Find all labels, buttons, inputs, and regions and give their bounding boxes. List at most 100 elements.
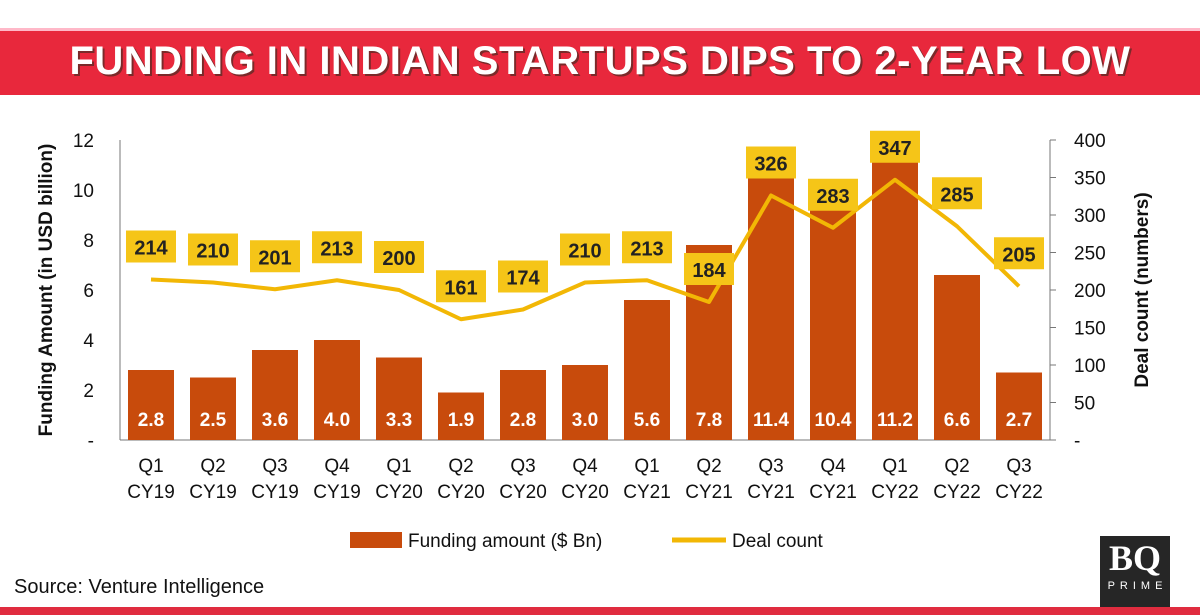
deal-count-label-box xyxy=(808,178,858,211)
bar xyxy=(500,370,546,440)
deal-count-label-box xyxy=(498,260,548,293)
deal-count-label: 161 xyxy=(444,277,477,299)
bar-value-label: 10.4 xyxy=(815,410,852,431)
source-note: Source: Venture Intelligence xyxy=(14,576,265,598)
y-right-tick-label: 200 xyxy=(1074,281,1106,302)
x-tick-label-year: CY20 xyxy=(499,482,547,503)
bar-value-label: 7.8 xyxy=(696,410,722,431)
bar-value-label: 2.8 xyxy=(138,410,164,431)
bar xyxy=(314,340,360,440)
bar xyxy=(934,275,980,440)
bottom-bar xyxy=(0,607,1200,615)
bq-prime-logo: BQ PRIME xyxy=(1100,536,1170,608)
y-tick-label: 2 xyxy=(83,381,94,402)
deal-count-label-box xyxy=(994,237,1044,270)
deal-count-label: 184 xyxy=(692,260,726,282)
y-right-tick-label: 300 xyxy=(1074,206,1106,227)
bar xyxy=(128,370,174,440)
deal-count-label: 210 xyxy=(196,241,229,263)
x-tick-label-quarter: Q4 xyxy=(572,456,598,477)
x-tick-label-quarter: Q3 xyxy=(758,456,783,477)
deal-count-label: 201 xyxy=(258,247,291,269)
deal-count-label-box xyxy=(932,177,982,210)
bar xyxy=(872,160,918,440)
y-tick-label: 12 xyxy=(73,131,94,152)
bar-value-label: 3.3 xyxy=(386,410,412,431)
y-right-axis-title: Deal count (numbers) xyxy=(1132,192,1153,387)
deal-count-label: 174 xyxy=(506,268,540,290)
legend-label-funding: Funding amount ($ Bn) xyxy=(408,531,602,552)
x-tick-label-quarter: Q3 xyxy=(1006,456,1031,477)
y-axis-title: Funding Amount (in USD billion) xyxy=(36,144,57,437)
legend-swatch-funding xyxy=(350,532,402,548)
y-tick-label: 4 xyxy=(83,331,94,352)
y-right-tick-label: 100 xyxy=(1074,356,1106,377)
y-right-tick-label: 350 xyxy=(1074,169,1106,190)
bar xyxy=(562,365,608,440)
y-right-tick-label: 250 xyxy=(1074,244,1106,265)
x-tick-label-year: CY19 xyxy=(189,482,237,503)
bar-value-label: 11.4 xyxy=(753,410,789,431)
x-tick-label-year: CY19 xyxy=(127,482,175,503)
bar xyxy=(996,372,1042,440)
x-tick-label-year: CY20 xyxy=(375,482,423,503)
y-right-tick-label: 150 xyxy=(1074,319,1106,340)
deal-count-label-box xyxy=(870,130,920,163)
x-tick-label-year: CY20 xyxy=(437,482,485,503)
bar-value-label: 5.6 xyxy=(634,410,660,431)
bar-value-label: 4.0 xyxy=(324,410,350,431)
chart-title: FUNDING IN INDIAN STARTUPS DIPS TO 2-YEA… xyxy=(69,39,1131,83)
x-tick-label-quarter: Q2 xyxy=(944,456,969,477)
deal-count-label-box xyxy=(250,240,300,273)
deal-count-label-box xyxy=(374,241,424,273)
deal-count-label-box xyxy=(126,230,176,263)
deal-count-line xyxy=(150,177,1021,322)
x-tick-label-quarter: Q2 xyxy=(448,456,473,477)
bar-value-label: 2.8 xyxy=(510,410,536,431)
bar xyxy=(190,377,236,440)
deal-count-label: 213 xyxy=(320,238,353,260)
bar xyxy=(624,300,670,440)
deal-count-label-box xyxy=(312,231,362,264)
bar-value-label: 3.6 xyxy=(262,410,288,431)
title-banner: FUNDING IN INDIAN STARTUPS DIPS TO 2-YEA… xyxy=(0,28,1200,95)
x-tick-label-quarter: Q2 xyxy=(200,456,225,477)
deal-count-label: 200 xyxy=(382,248,415,270)
x-tick-label-quarter: Q1 xyxy=(634,456,659,477)
x-tick-label-year: CY22 xyxy=(871,482,919,503)
x-tick-label-year: CY19 xyxy=(251,482,299,503)
bar xyxy=(810,180,856,440)
x-tick-label-quarter: Q2 xyxy=(696,456,721,477)
bar xyxy=(376,357,422,440)
deal-count-label: 210 xyxy=(568,241,601,263)
bar-value-label: 2.7 xyxy=(1006,410,1032,431)
y-tick-label: 8 xyxy=(83,231,94,252)
deal-count-label: 214 xyxy=(134,238,168,260)
bar-value-label: 1.9 xyxy=(448,410,474,431)
y-right-tick-label: 400 xyxy=(1074,131,1106,152)
x-tick-label-quarter: Q3 xyxy=(510,456,535,477)
x-tick-label-quarter: Q4 xyxy=(324,456,350,477)
x-tick-label-year: CY22 xyxy=(933,482,981,503)
x-tick-label-quarter: Q1 xyxy=(882,456,907,477)
bar xyxy=(438,392,484,440)
x-tick-label-year: CY21 xyxy=(623,482,671,503)
x-tick-label-year: CY20 xyxy=(561,482,609,503)
x-tick-label-quarter: Q3 xyxy=(262,456,287,477)
y-tick-label: - xyxy=(88,431,94,452)
bar-value-label: 6.6 xyxy=(944,410,970,431)
x-tick-label-year: CY21 xyxy=(747,482,795,503)
deal-count-label: 213 xyxy=(630,238,663,260)
deal-count-label: 326 xyxy=(754,154,787,176)
legend-label-deal-count: Deal count xyxy=(732,531,824,552)
y-tick-label: 10 xyxy=(73,181,94,202)
deal-count-label: 347 xyxy=(878,138,911,160)
bar-value-label: 11.2 xyxy=(877,410,913,431)
deal-count-label-box xyxy=(436,270,486,303)
deal-count-label-box xyxy=(560,233,610,266)
bar-value-label: 2.5 xyxy=(200,410,227,431)
x-tick-label-quarter: Q1 xyxy=(386,456,411,477)
deal-count-label-box xyxy=(622,231,672,264)
